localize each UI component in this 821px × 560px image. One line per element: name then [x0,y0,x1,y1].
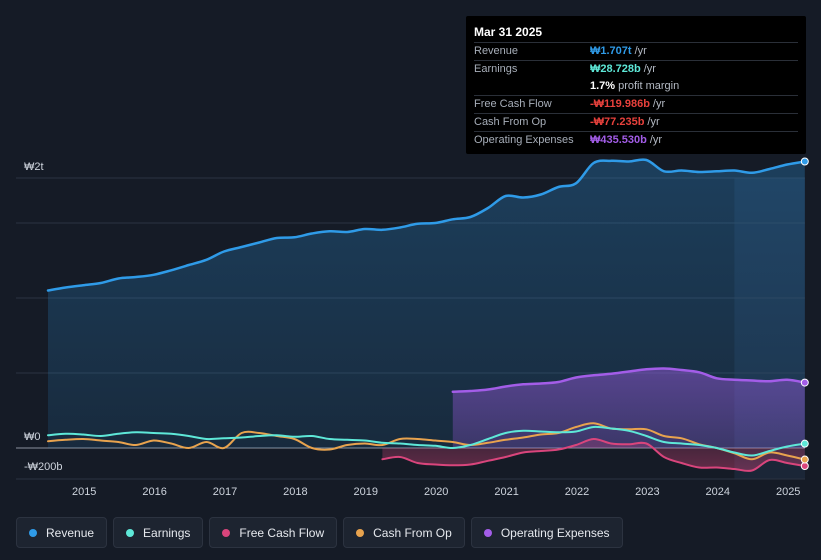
legend-item-free-cash-flow[interactable]: Free Cash Flow [209,517,338,548]
operating-expenses-area [452,368,805,448]
y-axis-labels: ₩2t ₩0 -₩200b [24,161,63,473]
x-tick-label: 2020 [424,486,448,498]
tooltip-row: Cash From Op -₩77.235b/yr [474,113,798,131]
free-cash-flow-area [382,438,805,471]
legend-dot-icon [29,528,37,537]
y-tick-label: ₩2t [24,161,44,173]
earnings-endpoint [800,439,809,448]
tooltip-row-value: -₩77.235b [590,116,645,128]
tooltip-row-value: 1.7% [590,80,616,92]
legend-item-revenue[interactable]: Revenue [16,517,108,548]
tooltip-row-value: ₩435.530b [590,134,647,146]
tooltip-row-value: ₩1.707t [590,45,632,57]
cash-from-op-endpoint [800,455,809,464]
x-tick-label: 2015 [72,486,96,498]
tooltip-row: Free Cash Flow -₩119.986b/yr [474,95,798,113]
earnings-line[interactable] [47,425,806,457]
tooltip-row-label: Operating Expenses [474,134,574,146]
legend-item-cash-from-op[interactable]: Cash From Op [343,517,465,548]
legend-dot-icon [483,528,492,537]
tooltip-row: Operating Expenses ₩435.530b/yr [474,131,798,149]
x-tick-label: 2019 [354,486,378,498]
tooltip-row-value: ₩28.728b [590,63,641,75]
x-tick-label: 2021 [494,486,518,498]
tooltip-row: Earnings ₩28.728b/yr [474,60,798,78]
x-tick-label: 2018 [283,486,307,498]
free-cash-flow-line[interactable] [381,437,806,472]
series-lines [46,158,807,472]
x-tick-label: 2025 [776,486,800,498]
legend-label: Operating Expenses [500,525,610,540]
x-axis-labels: 2015 2016 2017 2018 2019 2020 2021 2022 2023 2024… [72,486,800,498]
tooltip-date: Mar 31 2025 [474,25,543,39]
tooltip-row-unit: /yr [634,45,647,57]
tooltip-row-unit: /yr [643,63,656,75]
tooltip-row-unit: /yr [649,134,663,146]
series-fills [48,159,805,471]
operating-expenses-line[interactable] [451,367,807,394]
legend-item-operating-expenses[interactable]: Operating Expenses [470,517,623,548]
tooltip-row-label: Revenue [474,45,519,57]
tooltip-row: Revenue ₩1.707t/yr [474,42,798,60]
tooltip-row-unit: /yr [647,116,660,128]
x-tick-label: 2022 [565,486,589,498]
operating-expenses-endpoint [800,378,809,387]
y-tick-label: ₩0 [24,431,41,443]
x-tick-label: 2016 [142,486,166,498]
x-tick-label: 2024 [706,486,730,498]
revenue-endpoint [800,157,809,166]
cash-from-op-line[interactable] [47,422,806,461]
legend-label: Revenue [46,525,95,540]
legend-label: Free Cash Flow [239,525,325,540]
revenue-line[interactable] [46,158,807,292]
x-tick-label: 2023 [635,486,659,498]
tooltip-row-unit: /yr [652,98,666,110]
legend-dot-icon [126,528,135,537]
legend-dot-icon [356,528,365,537]
series-endpoints [800,157,809,470]
y-tick-label: -₩200b [24,461,63,473]
tooltip-row-label: Cash From Op [474,116,547,128]
tooltip-row: 1.7% profit margin [474,78,798,95]
tooltip-row-unit: profit margin [618,80,680,92]
tooltip-rows: Revenue ₩1.707t/yr Earnings ₩28.728b/yr 1.7%… [474,42,798,149]
tooltip-panel: Mar 31 2025 Revenue ₩1.707t/yr Earnings ₩28… [466,16,806,154]
legend-dot-icon [222,528,231,537]
legend-item-earnings[interactable]: Earnings [113,517,204,548]
x-tick-label: 2017 [213,486,237,498]
tooltip-row-label: Earnings [474,63,518,75]
legend-label: Earnings [143,525,191,540]
tooltip-row-label [474,78,590,95]
legend: Revenue Earnings Free Cash Flow Cash From O… [16,517,623,548]
tooltip-row-value: -₩119.986b [590,98,650,110]
tooltip-row-label: Free Cash Flow [474,98,552,110]
legend-label: Cash From Op [373,525,452,540]
